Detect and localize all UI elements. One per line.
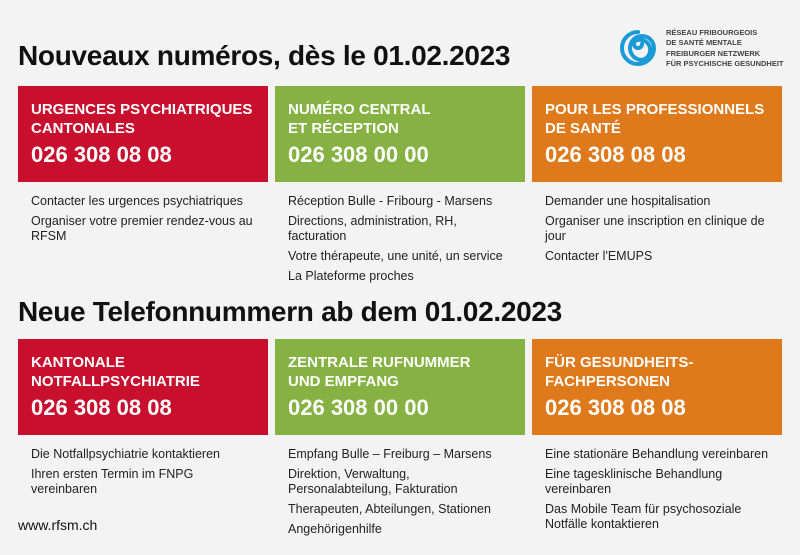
list-item: Angehörigenhilfe (288, 522, 382, 536)
list-item: Empfang Bulle – Freiburg – Marsens (288, 447, 492, 461)
logo-text: FREIBURGER NETZWERK (666, 49, 761, 58)
list-item: Therapeuten, Abteilungen, Stationen (288, 502, 491, 516)
list-item: La Plateforme proches (288, 269, 414, 283)
card-heading: NUMÉRO CENTRAL ET RÉCEPTION (288, 101, 431, 137)
rfsm-logo: RÉSEAU FRIBOURGEOIS DE SANTÉ MENTALE FRE… (618, 28, 784, 68)
list-item: Contacter les urgences psychiatriques (31, 194, 243, 208)
list-item: Ihren ersten Termin im FNPG vereinbaren (31, 467, 194, 496)
section-title-de: Neue Telefonnummern ab dem 01.02.2023 (18, 296, 562, 327)
list-item: Votre thérapeute, une unité, un service (288, 249, 503, 263)
list-item: Eine stationäre Behandlung vereinbaren (545, 447, 769, 461)
card-notfall: KANTONALE NOTFALLPSYCHIATRIE 026 308 08 0… (18, 339, 268, 542)
list-item: Demander une hospitalisation (545, 194, 711, 208)
cards-row-de: KANTONALE NOTFALLPSYCHIATRIE 026 308 08 0… (18, 339, 782, 542)
list-item: Eine tagesklinische Behandlung vereinbar… (545, 467, 723, 496)
phone-number[interactable]: 026 308 08 08 (31, 395, 172, 420)
card-heading: KANTONALE NOTFALLPSYCHIATRIE (31, 354, 200, 390)
website-link[interactable]: www.rfsm.ch (18, 517, 98, 533)
card-zentrale: ZENTRALE RUFNUMMER UND EMPFANG 026 308 00… (275, 339, 525, 542)
list-item: Contacter l'EMUPS (545, 249, 653, 263)
list-item: Organiser une inscription en clinique de… (545, 214, 765, 243)
list-item: Réception Bulle - Fribourg - Marsens (288, 194, 493, 208)
card-fachpersonen: FÜR GESUNDHEITS- FACHPERSONEN 026 308 08 … (532, 339, 782, 542)
list-item: Directions, administration, RH, facturat… (288, 214, 457, 243)
list-item: Direktion, Verwaltung, Personalabteilung… (288, 467, 458, 496)
section-title-fr: Nouveaux numéros, dès le 01.02.2023 (18, 40, 511, 71)
spiral-logo-icon (620, 30, 657, 66)
phone-number[interactable]: 026 308 08 08 (545, 142, 686, 167)
logo-text: DE SANTÉ MENTALE (666, 37, 742, 47)
card-heading: POUR LES PROFESSIONNELS DE SANTÉ (545, 101, 765, 137)
cards-row-fr: URGENCES PSYCHIATRIQUES CANTONALES 026 30… (18, 86, 782, 289)
list-item: Die Notfallpsychiatrie kontaktieren (31, 447, 220, 461)
card-heading: FÜR GESUNDHEITS- FACHPERSONEN (545, 354, 694, 390)
card-heading: URGENCES PSYCHIATRIQUES CANTONALES (31, 101, 253, 137)
list-item: Organiser votre premier rendez-vous au R… (31, 214, 253, 243)
phone-number[interactable]: 026 308 00 00 (288, 395, 429, 420)
logo-text: RÉSEAU FRIBOURGEOIS (666, 28, 758, 37)
phone-number[interactable]: 026 308 08 08 (31, 142, 172, 167)
card-professionnels: POUR LES PROFESSIONNELS DE SANTÉ 026 308 … (532, 86, 782, 289)
card-urgences: URGENCES PSYCHIATRIQUES CANTONALES 026 30… (18, 86, 268, 289)
logo-text: FÜR PSYCHISCHE GESUNDHEIT (666, 58, 784, 68)
list-item: Das Mobile Team für psychosoziale Notfäl… (545, 502, 742, 531)
card-central: NUMÉRO CENTRAL ET RÉCEPTION 026 308 00 00… (275, 86, 525, 289)
phone-number[interactable]: 026 308 08 08 (545, 395, 686, 420)
card-heading: ZENTRALE RUFNUMMER UND EMPFANG (288, 354, 471, 390)
phone-number[interactable]: 026 308 00 00 (288, 142, 429, 167)
